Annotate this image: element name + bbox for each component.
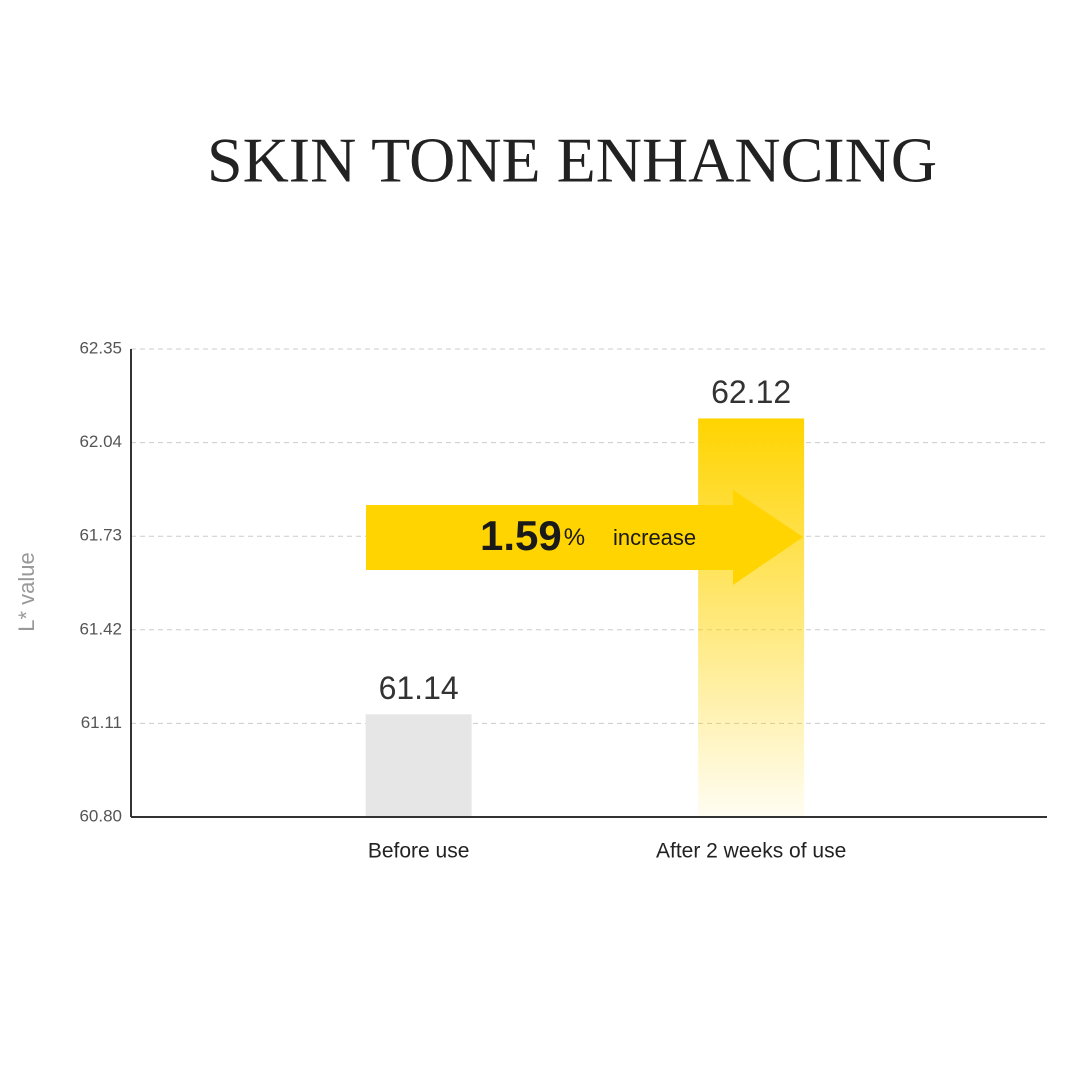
y-tick-label: 62.04 (79, 432, 122, 451)
value-label: 62.12 (711, 374, 791, 410)
annotation-unit: % (564, 524, 585, 551)
arrow (366, 490, 803, 585)
x-tick-label: After 2 weeks of use (656, 840, 846, 863)
y-tick-label: 61.42 (79, 619, 122, 638)
y-tick-label: 61.73 (79, 526, 122, 545)
grid: 60.80 61.11 61.42 61.73 62.04 62.35 (79, 338, 1047, 825)
y-tick-label: 62.35 (79, 338, 122, 357)
bar (365, 714, 472, 817)
plot: 61.14 Before use 62.12 After 2 weeks of use… (131, 374, 1047, 863)
y-tick-label: 60.80 (79, 806, 122, 825)
annotation: 1.59% (480, 512, 585, 559)
x-tick-label: Before use (368, 840, 470, 863)
bar (698, 418, 805, 817)
value-label: 61.14 (379, 670, 459, 706)
chart-title: SKIN TONE ENHANCING (207, 125, 937, 196)
annotation-number: 1.59 (480, 512, 562, 559)
y-axis-label: L* value (14, 552, 39, 632)
annotation-label: increase (613, 525, 696, 550)
y-tick-label: 61.11 (81, 713, 122, 732)
